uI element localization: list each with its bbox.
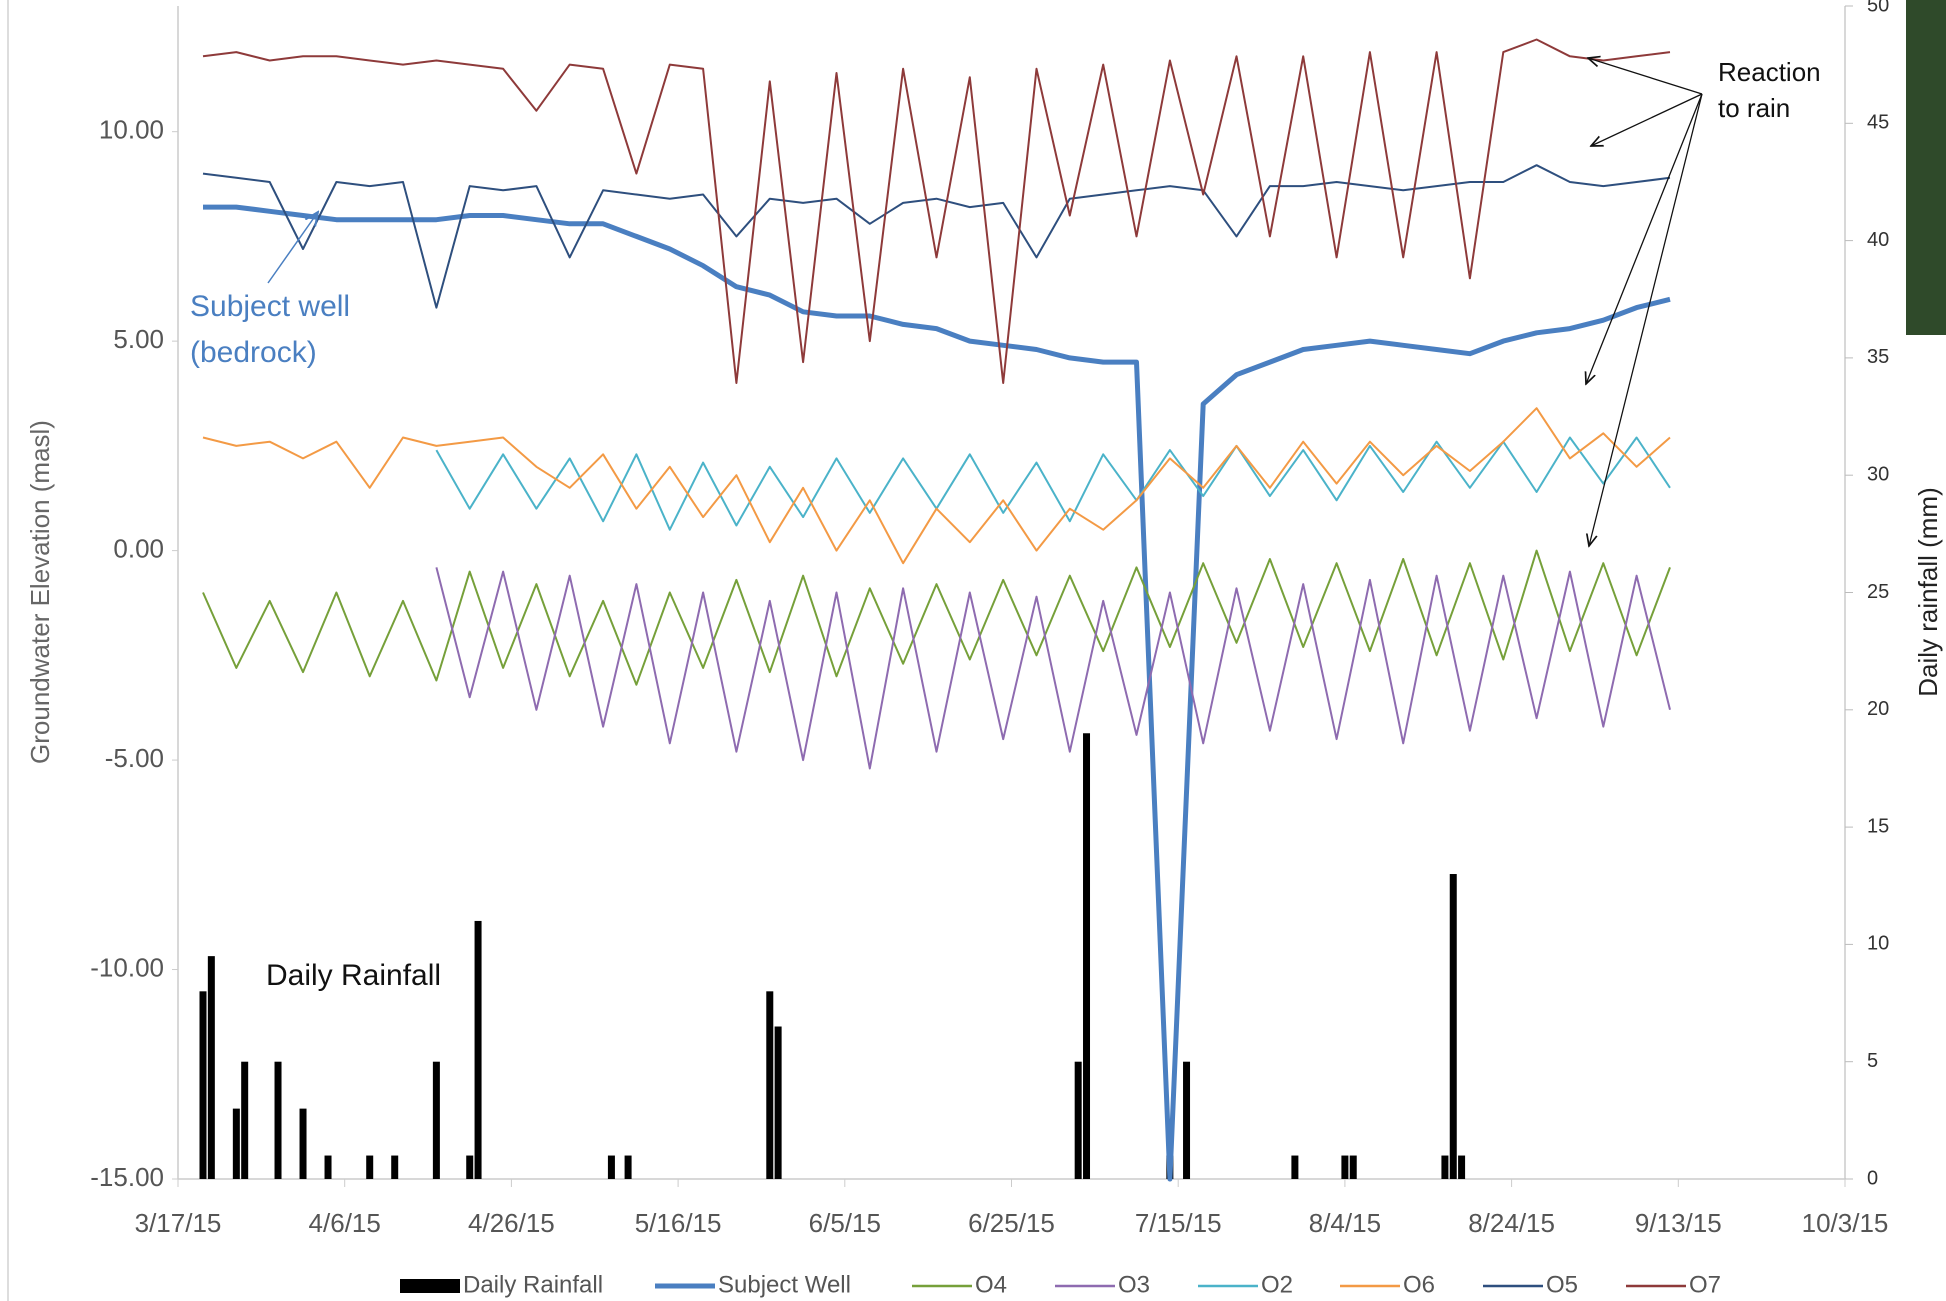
annotation: Daily Rainfall — [266, 959, 441, 992]
y-tick-label: 10.00 — [99, 115, 164, 145]
y-tick-label: -10.00 — [90, 952, 164, 982]
legend-swatch — [400, 1279, 460, 1293]
y-axis-title: Groundwater Elevation (masl) — [25, 420, 55, 764]
y2-tick-label: 30 — [1867, 463, 1889, 485]
rain-bar — [1450, 874, 1457, 1179]
rain-bar — [1291, 1156, 1298, 1179]
y2-tick-label: 5 — [1867, 1050, 1878, 1072]
rain-bar — [208, 956, 215, 1179]
rain-bar — [775, 1027, 782, 1179]
legend-label: O3 — [1118, 1271, 1150, 1298]
y2-tick-label: 45 — [1867, 112, 1889, 134]
chart: Groundwater Elevation (masl) Daily rainf… — [0, 0, 1946, 1301]
y2-tick-label: 25 — [1867, 581, 1889, 603]
x-tick-label: 10/3/15 — [1802, 1208, 1889, 1238]
y2-tick-label: 20 — [1867, 698, 1889, 720]
legend-label: O7 — [1689, 1271, 1721, 1298]
map-thumbnail — [1906, 0, 1946, 335]
y2-tick-label: 0 — [1867, 1167, 1878, 1189]
x-tick-label: 8/24/15 — [1468, 1208, 1555, 1238]
rain-bar — [366, 1156, 373, 1179]
x-tick-label: 6/5/15 — [809, 1208, 881, 1238]
rain-bar — [1458, 1156, 1465, 1179]
x-tick-label: 9/13/15 — [1635, 1208, 1722, 1238]
y2-tick-label: 10 — [1867, 933, 1889, 955]
rain-bar — [391, 1156, 398, 1179]
legend-label: O6 — [1403, 1271, 1435, 1298]
rain-bar — [1183, 1062, 1190, 1179]
rain-bar — [625, 1156, 632, 1179]
x-tick-label: 5/16/15 — [635, 1208, 722, 1238]
rain-bar — [300, 1109, 307, 1179]
rain-bar — [466, 1156, 473, 1179]
rain-bar — [608, 1156, 615, 1179]
rain-bar — [325, 1156, 332, 1179]
rain-bar — [766, 991, 773, 1179]
x-tick-label: 4/26/15 — [468, 1208, 555, 1238]
y2-tick-label: 15 — [1867, 815, 1889, 837]
x-tick-label: 6/25/15 — [968, 1208, 1055, 1238]
x-tick-label: 7/15/15 — [1135, 1208, 1222, 1238]
rain-bar — [1083, 733, 1090, 1179]
rain-bar — [275, 1062, 282, 1179]
rain-bar — [241, 1062, 248, 1179]
rain-bar — [475, 921, 482, 1179]
x-tick-label: 8/4/15 — [1309, 1208, 1381, 1238]
x-tick-label: 3/17/15 — [135, 1208, 222, 1238]
rain-bar — [1341, 1156, 1348, 1179]
x-tick-label: 4/6/15 — [309, 1208, 381, 1238]
y-tick-label: -5.00 — [105, 743, 164, 773]
legend-label: Daily Rainfall — [463, 1271, 603, 1298]
y-tick-label: 0.00 — [113, 533, 164, 563]
legend-label: O2 — [1261, 1271, 1293, 1298]
rain-bar — [433, 1062, 440, 1179]
rain-bar — [1441, 1156, 1448, 1179]
rain-bar — [233, 1109, 240, 1179]
y2-tick-label: 40 — [1867, 229, 1889, 251]
y2-axis-title: Daily rainfall (mm) — [1913, 487, 1943, 696]
annotation: Subject well — [190, 290, 350, 323]
y2-tick-label: 50 — [1867, 0, 1889, 16]
y2-tick-label: 35 — [1867, 346, 1889, 368]
legend-label: O4 — [975, 1271, 1007, 1298]
annotation: (bedrock) — [190, 336, 317, 369]
annotation: Reaction — [1718, 57, 1821, 87]
annotation: to rain — [1718, 93, 1790, 123]
legend-label: O5 — [1546, 1271, 1578, 1298]
rain-bar — [1075, 1062, 1082, 1179]
y-tick-label: 5.00 — [113, 324, 164, 354]
y-tick-label: -15.00 — [90, 1162, 164, 1192]
legend-label: Subject Well — [718, 1271, 851, 1298]
rain-bar — [200, 991, 207, 1179]
rain-bar — [1350, 1156, 1357, 1179]
